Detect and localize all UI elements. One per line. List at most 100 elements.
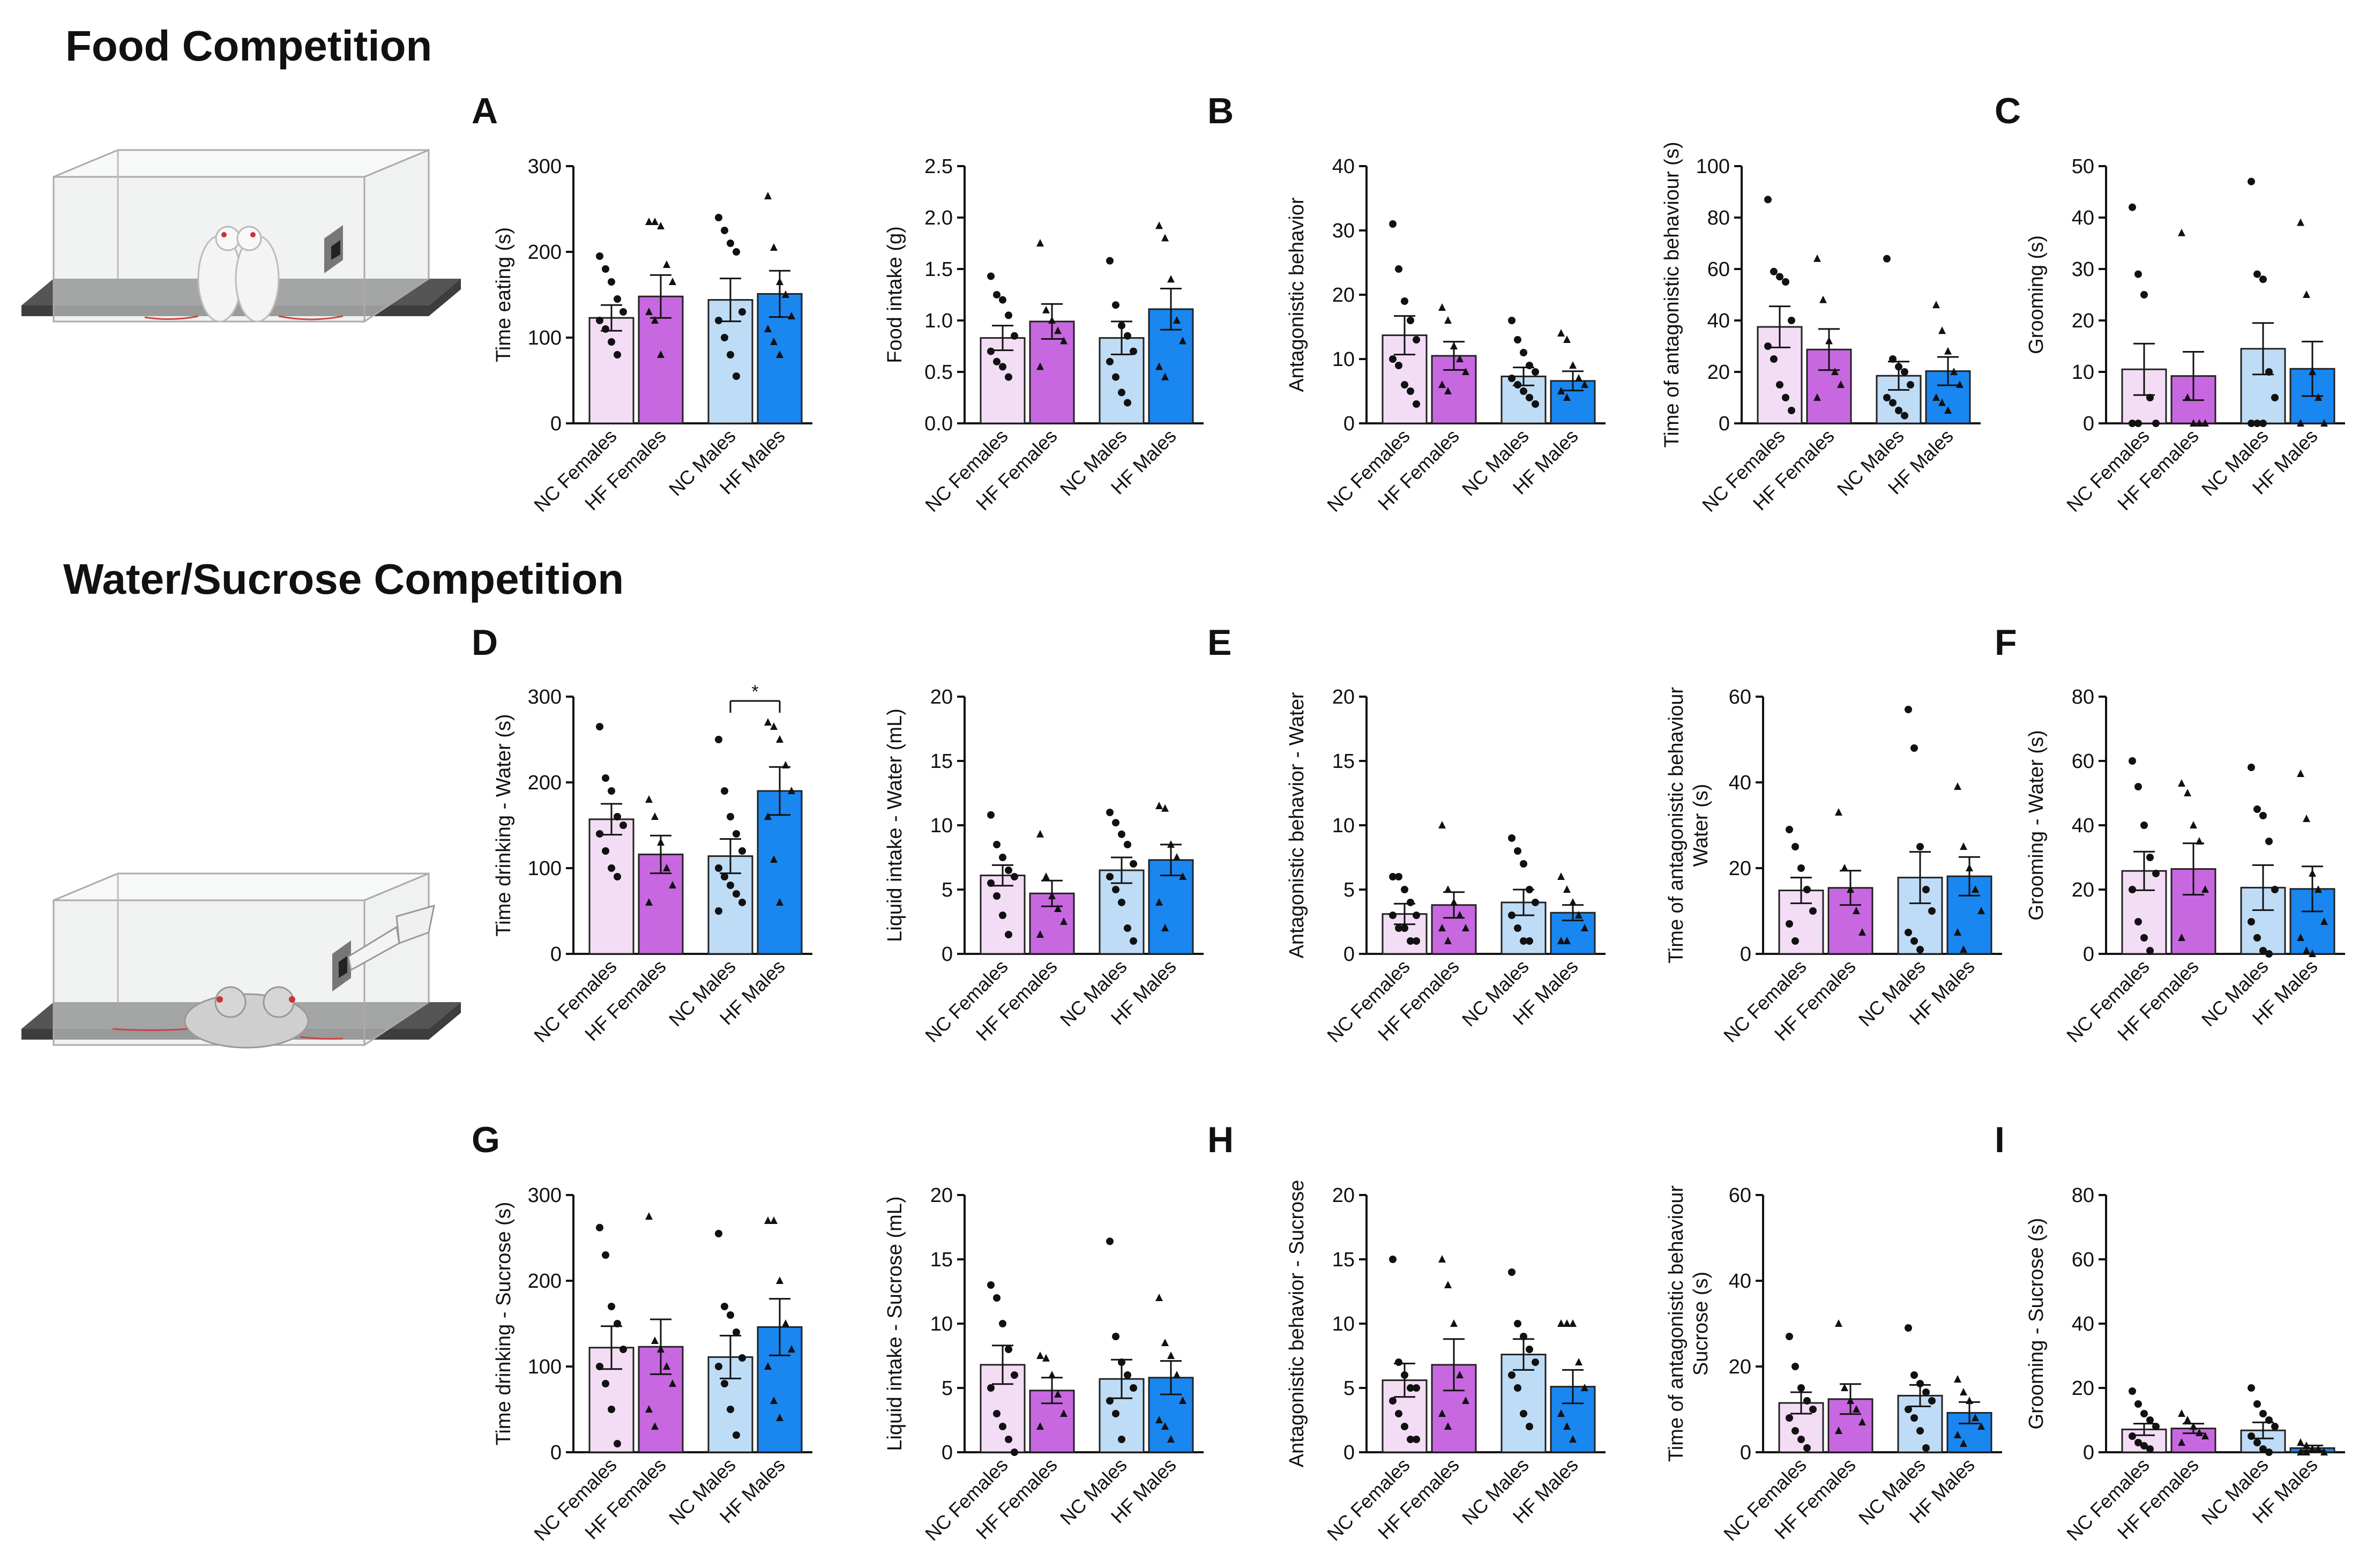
data-point [2190,821,2197,828]
data-point [1916,946,1924,953]
data-point [987,879,995,887]
bar [757,790,803,955]
data-point [715,864,722,872]
data-point [2129,757,2136,765]
data-point [764,192,772,199]
y-tick-label: 200 [528,1270,562,1293]
data-point [1883,394,1891,401]
data-point [1161,924,1169,931]
data-point [1835,1427,1842,1434]
data-point [2152,420,2160,427]
data-point [1456,911,1464,919]
data-point [987,811,995,819]
panel-letter-g: G [472,1119,500,1160]
data-point [669,881,676,888]
data-point [764,325,772,332]
data-point [2303,290,2310,298]
data-point [2259,1445,2267,1453]
data-point [1835,808,1842,816]
data-point [608,787,615,795]
data-point [770,722,778,730]
data-point [2271,886,2279,893]
data-point [1112,886,1119,893]
data-point [596,1223,603,1231]
y-tick-label: 30 [1332,220,1355,242]
data-point [1450,898,1458,906]
data-point [1130,1384,1137,1392]
data-point [1910,744,1918,752]
section-title-water-sucrose: Water/Sucrose Competition [63,555,624,603]
y-tick-label: 20 [1332,1184,1355,1207]
data-point [1526,394,1533,401]
data-point [715,1363,722,1370]
data-point [1581,1384,1588,1391]
y-axis-label: Sucrose (s) [1690,1272,1712,1376]
data-point [727,1311,734,1319]
y-tick-label: 30 [2072,258,2094,281]
y-axis-label: Time drinking - Water (s) [492,714,515,936]
data-point [1532,400,1539,408]
data-point [1938,326,1946,334]
data-point [1803,886,1811,893]
data-point [1401,924,1408,932]
data-point [1395,362,1402,369]
data-point [770,243,778,251]
data-point [596,723,603,730]
y-tick-label: 20 [2072,310,2094,332]
chart-time-antagonistic-behaviour: 0 20 40 60 80 100 Time of antagonistic behavio… [1661,142,1981,516]
data-point [614,873,621,880]
data-point [1179,1397,1186,1404]
data-point [1853,1405,1860,1413]
data-point [993,1410,1001,1417]
data-point [1508,834,1516,842]
data-point [1054,905,1062,912]
data-point [2248,1384,2255,1392]
data-point [2146,1445,2154,1453]
data-point [1916,843,1924,850]
data-point [1389,1256,1397,1263]
data-point [657,1345,665,1353]
y-tick-label: 10 [1332,815,1355,837]
data-point [1011,1448,1018,1456]
data-point [1401,886,1408,893]
data-point [733,890,740,898]
data-point [2201,419,2209,427]
y-tick-label: 20 [1332,686,1355,708]
data-point [727,240,734,247]
data-point [1514,381,1521,389]
data-point [651,316,659,324]
data-point [2152,1423,2160,1430]
data-point [1557,937,1565,944]
data-point [1124,399,1131,407]
data-point [1124,332,1131,340]
y-tick-label: 40 [1729,772,1751,794]
panel-letter-c: C [1995,91,2021,131]
data-point [1106,873,1114,880]
data-point [2265,838,2273,845]
data-point [2315,393,2322,401]
y-tick-label: 200 [528,241,562,264]
data-point [721,787,728,795]
data-point [1569,361,1577,369]
data-point [2297,934,2304,941]
data-point [1764,342,1772,350]
data-point [776,278,783,285]
data-point [1118,389,1125,397]
data-point [2146,947,2154,954]
data-point [614,813,621,820]
data-point [1036,930,1044,938]
data-point [1155,898,1163,906]
y-tick-label: 20 [1332,284,1355,307]
data-point [993,1294,1001,1302]
data-point [1036,1422,1044,1430]
data-point [1450,1319,1458,1327]
data-point [1005,1436,1012,1443]
data-point [1407,317,1414,324]
data-point [2140,934,2148,942]
y-tick-label: 5 [1343,879,1355,901]
data-point [1462,368,1469,375]
data-point [1791,843,1799,850]
y-tick-label: 100 [1696,155,1730,178]
